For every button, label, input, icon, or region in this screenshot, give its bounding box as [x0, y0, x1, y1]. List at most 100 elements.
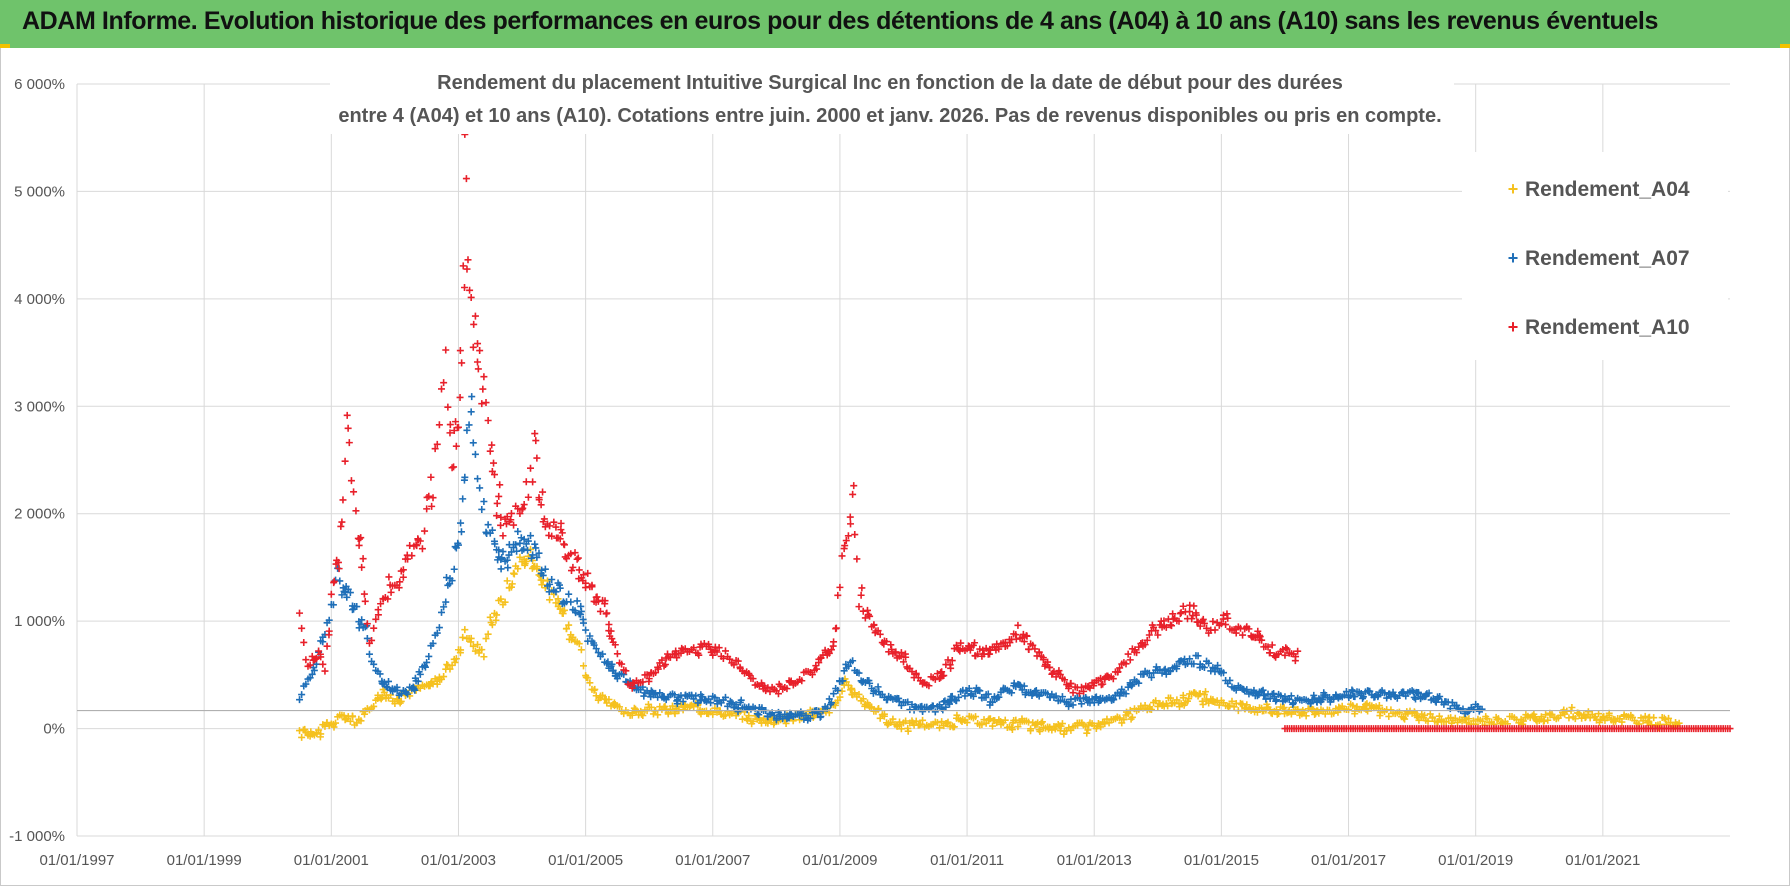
rendement-a04-point [501, 598, 509, 606]
rendement-a04-point [503, 577, 511, 585]
x-tick-label: 01/01/2001 [294, 852, 369, 869]
rendement-a10-point [350, 488, 358, 496]
rendement-a10-point [557, 519, 565, 527]
rendement-a10-point [849, 490, 857, 498]
rendement-a07-point [312, 660, 320, 668]
rendement-a07-point [565, 590, 573, 598]
rendement-a04-point [760, 715, 768, 723]
rendement-a04-point [579, 662, 587, 670]
rendement-a04-point [1199, 700, 1207, 708]
rendement-a07-point [577, 602, 585, 610]
rendement-a04-point [1205, 699, 1213, 707]
rendement-a04-point [492, 616, 500, 624]
rendement-a04-point [575, 640, 583, 648]
x-tick-label: 01/01/2005 [548, 852, 623, 869]
rendement-a10-point [440, 379, 448, 387]
rendement-a04-point [486, 613, 494, 621]
rendement-a10-point [1014, 621, 1022, 629]
rendement-a04-point [507, 583, 515, 591]
rendement-a04-point [1595, 718, 1603, 726]
banner-corner-left [0, 44, 10, 48]
rendement-a04-point [1067, 726, 1075, 734]
rendement-a04-point [1494, 715, 1502, 723]
rendement-a04-point [510, 570, 518, 578]
x-tick-label: 01/01/2003 [421, 852, 496, 869]
data-layer [296, 130, 1734, 741]
rendement-a04-point [847, 686, 855, 694]
rendement-a10-point [573, 555, 581, 563]
rendement-a04-point [307, 728, 315, 736]
rendement-a04-point [1395, 708, 1403, 716]
rendement-a04-point [1362, 706, 1370, 714]
rendement-a04-point [1060, 730, 1068, 738]
rendement-a10-point [847, 520, 855, 528]
rendement-a04-point [1180, 701, 1188, 709]
rendement-a04-point [1215, 701, 1223, 709]
rendement-a10-point [853, 555, 861, 563]
rendement-a07-point [480, 497, 488, 505]
rendement-a10-point [359, 555, 367, 563]
rendement-a10-point [435, 421, 443, 429]
x-tick-label: 01/01/2017 [1311, 852, 1386, 869]
rendement-a04-point [478, 646, 486, 654]
rendement-a07-point [531, 540, 539, 548]
rendement-a04-point [916, 720, 924, 728]
rendement-a04-point [897, 725, 905, 733]
rendement-a04-point [1424, 717, 1432, 725]
rendement-a04-point [562, 625, 570, 633]
rendement-a10-point [456, 347, 464, 355]
rendement-a04-point [912, 717, 920, 725]
rendement-a10-point [480, 373, 488, 381]
rendement-a10-point [497, 521, 505, 529]
rendement-a10-point [476, 347, 484, 355]
chart-title-line2: entre 4 (A04) et 10 ans (A10). Cotations… [338, 105, 1441, 127]
rendement-a07-point [467, 408, 475, 416]
chart-title-line1: Rendement du placement Intuitive Surgica… [437, 72, 1343, 94]
rendement-a04-point [616, 703, 624, 711]
rendement-a10-point [851, 531, 859, 539]
rendement-a04-point [1127, 715, 1135, 723]
rendement-a04-point [1335, 703, 1343, 711]
rendement-a04-point [1479, 717, 1486, 725]
rendement-a04-point [1421, 711, 1429, 719]
rendement-a10-point [560, 540, 568, 548]
rendement-a10-point [387, 588, 395, 596]
rendement-a10-point [347, 477, 355, 485]
rendement-a07-point [476, 484, 484, 492]
rendement-a04-point [474, 641, 482, 649]
banner-title: ADAM Informe. Evolution historique des p… [22, 7, 1658, 35]
rendement-a07-point [306, 674, 314, 682]
x-tick-label: 01/01/2019 [1438, 852, 1513, 869]
rendement-a10-point [464, 256, 472, 264]
rendement-a04-point [1302, 712, 1310, 720]
rendement-a04-point [1442, 718, 1450, 726]
rendement-a04-point [1141, 701, 1149, 709]
rendement-a04-point [554, 595, 562, 603]
rendement-a04-point [330, 723, 338, 731]
rendement-a04-point [1400, 714, 1408, 722]
rendement-a10-point [300, 638, 308, 646]
rendement-a10-point [846, 513, 854, 521]
rendement-a10-point [522, 478, 530, 486]
rendement-a10-point [330, 577, 338, 585]
rendement-a04-point [1605, 711, 1613, 719]
rendement-a04-point [1650, 714, 1658, 722]
rendement-a04-point [851, 689, 859, 697]
rendement-a04-point [1196, 690, 1204, 698]
rendement-a04-point [844, 681, 852, 689]
rendement-a10-point [850, 482, 858, 490]
rendement-a10-point [575, 566, 583, 574]
rendement-a04-point [456, 649, 464, 657]
rendement-a10-point [358, 563, 366, 571]
rendement-a10-point [319, 660, 327, 668]
rendement-a07-point [573, 597, 581, 605]
rendement-a04-point [1482, 713, 1490, 721]
rendement-a04-point [1202, 688, 1210, 696]
rendement-a04-point [1349, 702, 1357, 710]
rendement-a10-point [467, 293, 475, 301]
rendement-a07-point [497, 565, 505, 573]
rendement-a04-point [353, 719, 361, 727]
rendement-a04-point [316, 733, 324, 741]
rendement-a04-point [394, 695, 402, 703]
rendement-a07-point [478, 505, 486, 513]
